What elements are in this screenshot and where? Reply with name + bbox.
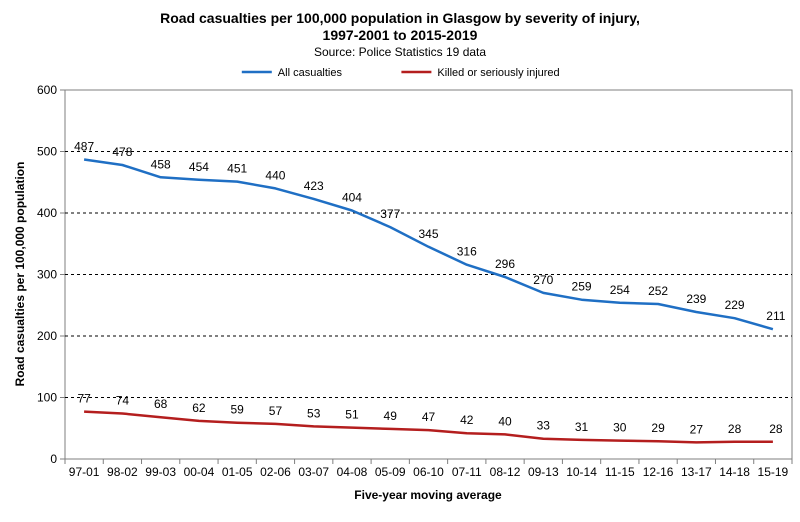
data-label: 74 <box>116 393 130 407</box>
data-label: 458 <box>151 157 171 171</box>
x-tick-label: 07-11 <box>452 465 482 479</box>
x-tick-label: 03-07 <box>298 465 329 479</box>
series-line <box>83 158 774 331</box>
x-tick-label: 99-03 <box>145 465 176 479</box>
y-axis-label: Road casualties per 100,000 population <box>13 162 27 387</box>
data-label: 423 <box>304 179 324 193</box>
data-label: 62 <box>192 401 206 415</box>
data-label: 27 <box>690 422 704 436</box>
legend-label: Killed or seriously injured <box>437 67 559 79</box>
data-label: 57 <box>269 404 283 418</box>
x-tick-label: 01-05 <box>222 465 253 479</box>
chart-title-line2: 1997-2001 to 2015-2019 <box>323 27 478 43</box>
x-tick-label: 08-12 <box>490 465 521 479</box>
data-label: 296 <box>495 257 515 271</box>
data-label: 28 <box>728 422 742 436</box>
data-label: 454 <box>189 160 209 174</box>
data-label: 487 <box>74 139 94 153</box>
data-label: 377 <box>380 207 400 221</box>
data-label: 229 <box>725 298 745 312</box>
data-label: 316 <box>457 245 477 259</box>
data-label: 259 <box>572 280 592 294</box>
data-label: 270 <box>533 273 553 287</box>
data-label: 29 <box>651 421 665 435</box>
data-label: 33 <box>537 419 551 433</box>
legend-label: All casualties <box>278 67 343 79</box>
gridlines <box>65 151 792 398</box>
data-label: 211 <box>766 309 785 323</box>
data-label: 31 <box>575 420 589 434</box>
x-axis: 97-01 98-02 99-03 00-04 01-05 02-06 03-07 04-08… <box>64 459 793 479</box>
x-tick-label: 14-18 <box>719 465 750 479</box>
data-label: 53 <box>307 406 321 420</box>
data-label: 30 <box>613 421 627 435</box>
data-label: 451 <box>227 162 247 176</box>
y-tick-label: 400 <box>37 206 57 220</box>
legend: All casualties Killed or seriously injure… <box>241 67 560 79</box>
x-tick-label: 10-14 <box>566 465 597 479</box>
y-tick-label: 0 <box>50 452 57 466</box>
y-tick-label: 500 <box>37 145 57 159</box>
x-axis-label: Five-year moving average <box>354 488 502 502</box>
x-tick-label: 12-16 <box>643 465 674 479</box>
data-label: 42 <box>460 413 474 427</box>
data-label: 478 <box>112 145 132 159</box>
series-line <box>84 410 773 444</box>
x-tick-label: 97-01 <box>69 465 100 479</box>
y-tick-label: 300 <box>37 268 57 282</box>
x-tick-label: 05-09 <box>375 465 406 479</box>
x-tick-label: 04-08 <box>337 465 368 479</box>
x-tick-label: 02-06 <box>260 465 291 479</box>
data-label: 59 <box>231 403 245 417</box>
data-label: 345 <box>418 227 438 241</box>
data-label: 49 <box>384 409 398 423</box>
y-tick-label: 600 <box>37 83 57 97</box>
x-tick-label: 11-15 <box>605 465 635 479</box>
data-label: 77 <box>77 392 91 406</box>
x-tick-label: 09-13 <box>528 465 559 479</box>
x-tick-label: 00-04 <box>184 465 215 479</box>
data-label: 40 <box>498 414 512 428</box>
x-tick-label: 06-10 <box>413 465 444 479</box>
data-label: 440 <box>265 168 285 182</box>
y-tick-label: 200 <box>37 329 57 343</box>
data-label: 252 <box>648 284 668 298</box>
data-label: 239 <box>686 292 706 306</box>
series-layer: 487 478 458 454 451 440 423 404 377 345 316 296 270 2… <box>74 139 786 444</box>
x-tick-label: 15-19 <box>758 465 789 479</box>
data-label: 47 <box>422 410 436 424</box>
data-label: 68 <box>154 397 168 411</box>
data-label: 28 <box>769 422 783 436</box>
chart-subtitle: Source: Police Statistics 19 data <box>314 45 486 59</box>
x-tick-label: 13-17 <box>681 465 712 479</box>
data-label: 404 <box>342 191 362 205</box>
data-label: 254 <box>610 283 630 297</box>
x-tick-label: 98-02 <box>107 465 138 479</box>
data-label: 51 <box>345 408 359 422</box>
y-tick-label: 100 <box>37 391 57 405</box>
y-axis: 0 100 200 300 400 500 600 <box>37 83 65 466</box>
chart-title-line1: Road casualties per 100,000 population i… <box>160 10 640 26</box>
